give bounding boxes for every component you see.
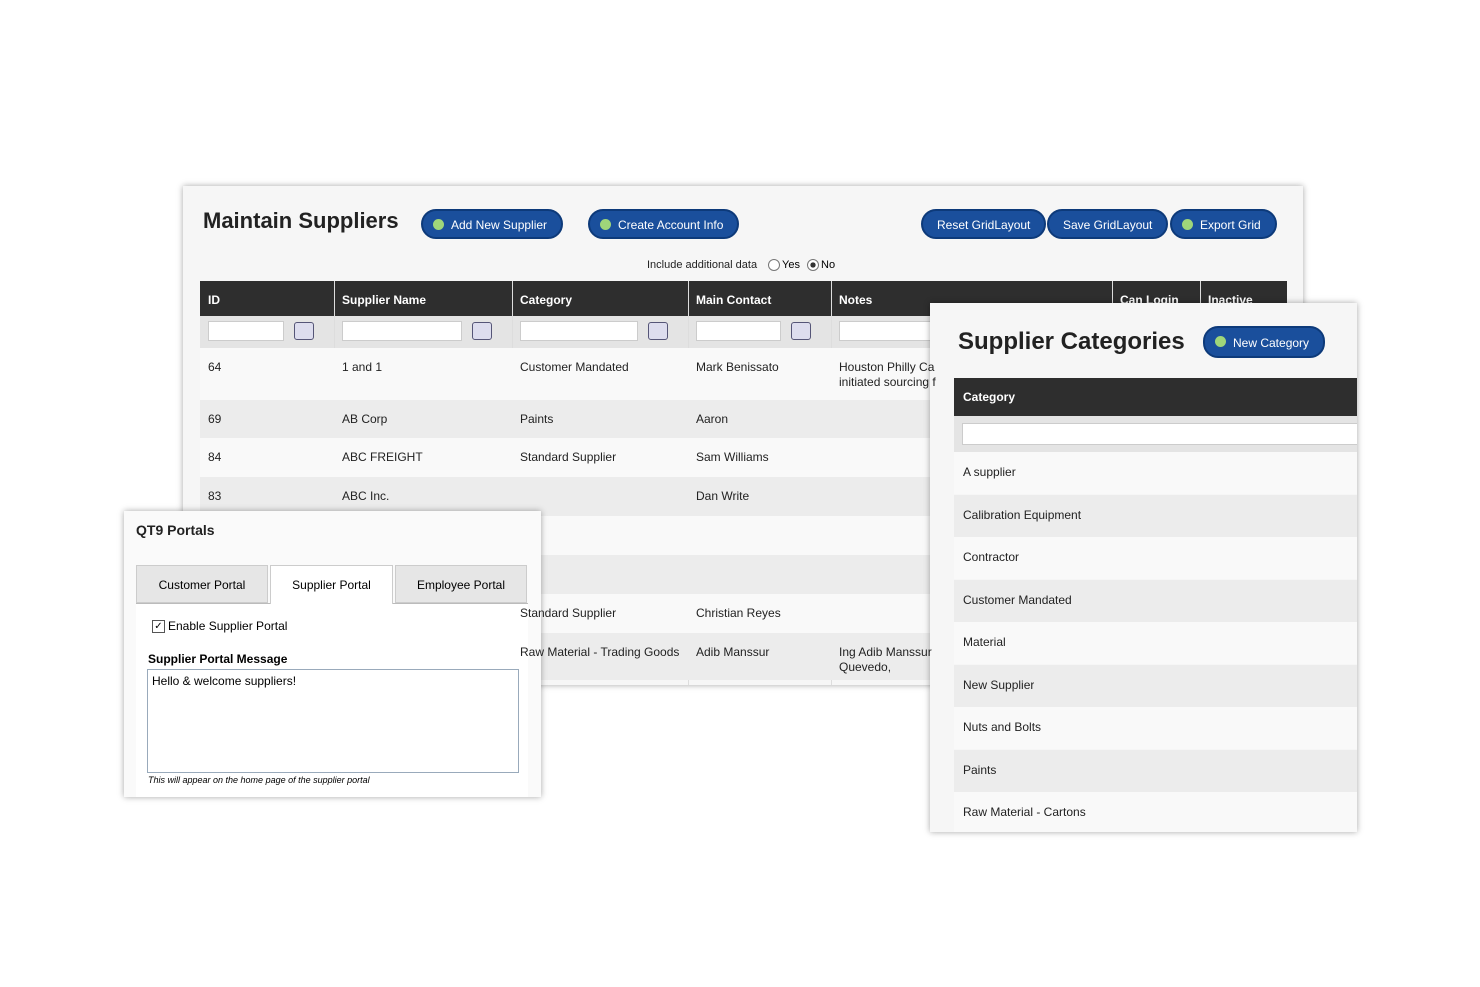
grid-cell: Christian Reyes bbox=[696, 606, 781, 620]
categories-title: Supplier Categories bbox=[958, 328, 1185, 355]
create-account-button[interactable]: Create Account Info bbox=[588, 209, 740, 239]
column-filter[interactable] bbox=[208, 321, 284, 341]
grid-cell: 83 bbox=[208, 489, 222, 503]
checkbox-label: Enable Supplier Portal bbox=[168, 619, 288, 633]
grid-cell: Ing Adib Manssur Quevedo, Ecuador bbox=[839, 645, 932, 677]
grid-cell: ABC Inc. bbox=[342, 489, 390, 503]
category-header: Category bbox=[954, 378, 1357, 416]
tab[interactable]: Customer Portal bbox=[136, 565, 268, 603]
category-item: Contractor bbox=[963, 550, 1020, 564]
category-row bbox=[954, 537, 1357, 579]
column-filter[interactable] bbox=[696, 321, 781, 341]
portals-panel: QT9 Portals Customer Portal Supplier Por… bbox=[124, 511, 541, 797]
column-filter[interactable] bbox=[342, 321, 462, 341]
add-supplier-button[interactable]: Add New Supplier bbox=[421, 209, 564, 239]
message-textarea[interactable]: Hello & welcome suppliers! bbox=[147, 669, 519, 773]
export-grid-button[interactable]: Export Grid bbox=[1170, 209, 1277, 239]
save-layout-button[interactable]: Save GridLayout bbox=[1047, 209, 1169, 239]
grid-cell: Aaron bbox=[696, 412, 729, 426]
column-header: Category bbox=[520, 293, 573, 307]
grid-cell: Raw Material - Trading Goods bbox=[520, 645, 680, 659]
category-row bbox=[954, 452, 1357, 494]
hint: This will appear on the home page of the… bbox=[148, 775, 370, 785]
category-item: Nuts and Bolts bbox=[963, 720, 1042, 734]
grid-cell: 64 bbox=[208, 360, 222, 374]
category-item: A supplier bbox=[963, 465, 1016, 479]
column-header: Notes bbox=[839, 293, 873, 307]
category-item: Customer Mandated bbox=[963, 592, 1072, 607]
grid-cell: Adib Manssur bbox=[696, 645, 770, 659]
column-header: ID bbox=[208, 293, 220, 307]
category-item: Calibration Equipment bbox=[963, 507, 1082, 522]
radio-yes[interactable] bbox=[768, 259, 780, 271]
filter-button[interactable] bbox=[648, 322, 668, 340]
column-filter[interactable] bbox=[520, 321, 638, 341]
grid-cell: Paints bbox=[520, 412, 554, 426]
category-item: Paints bbox=[963, 762, 997, 777]
grid-cell: 1 and 1 bbox=[342, 360, 383, 374]
grid-cell: 84 bbox=[208, 450, 222, 464]
filter-button[interactable] bbox=[472, 322, 492, 340]
grid-cell: 69 bbox=[208, 412, 222, 426]
column-header: Main Contact bbox=[696, 293, 772, 307]
category-row bbox=[954, 622, 1357, 664]
column-header: Supplier Name bbox=[342, 293, 427, 307]
radio-no-label: No bbox=[821, 259, 836, 271]
suppliers-title: Maintain Suppliers bbox=[203, 208, 399, 233]
tab-active[interactable]: Supplier Portal bbox=[270, 565, 393, 604]
category-row bbox=[954, 792, 1357, 832]
message-label: Supplier Portal Message bbox=[148, 652, 288, 666]
grid-cell: Mark Benissato bbox=[696, 360, 779, 374]
include-label: Include additional data bbox=[647, 259, 758, 271]
grid-cell: Sam Williams bbox=[696, 450, 769, 464]
radio-no[interactable] bbox=[807, 259, 819, 271]
grid-cell: Dan Write bbox=[696, 489, 750, 503]
category-item: Material bbox=[963, 635, 1006, 649]
reset-layout-button[interactable]: Reset GridLayout bbox=[921, 209, 1047, 239]
category-row bbox=[954, 494, 1357, 537]
grid-cell: AB Corp bbox=[342, 412, 388, 426]
category-item: New Supplier bbox=[963, 677, 1035, 692]
category-row bbox=[954, 749, 1357, 792]
category-filter[interactable] bbox=[962, 423, 1357, 445]
categories-panel: Supplier Categories New Category Categor… bbox=[930, 303, 1357, 832]
filter-button[interactable] bbox=[791, 322, 811, 340]
grid-cell: Houston Philly Ca initiated sourcing f bbox=[839, 360, 936, 389]
category-row bbox=[954, 664, 1357, 707]
checkbox[interactable]: ✓ bbox=[152, 620, 165, 633]
grid-cell: ABC FREIGHT bbox=[342, 450, 423, 464]
new-category-button[interactable]: New Category bbox=[1203, 326, 1326, 358]
grid-cell: Customer Mandated bbox=[520, 360, 629, 374]
portals-title: QT9 Portals bbox=[136, 522, 215, 538]
tab[interactable]: Employee Portal bbox=[395, 565, 527, 603]
grid-cell: Standard Supplier bbox=[520, 606, 617, 620]
grid-cell: Standard Supplier bbox=[520, 450, 617, 464]
filter-button[interactable] bbox=[294, 322, 314, 340]
category-item: Raw Material - Cartons bbox=[963, 805, 1086, 819]
category-row bbox=[954, 579, 1357, 622]
radio-yes-label: Yes bbox=[782, 259, 800, 271]
category-row bbox=[954, 707, 1357, 749]
